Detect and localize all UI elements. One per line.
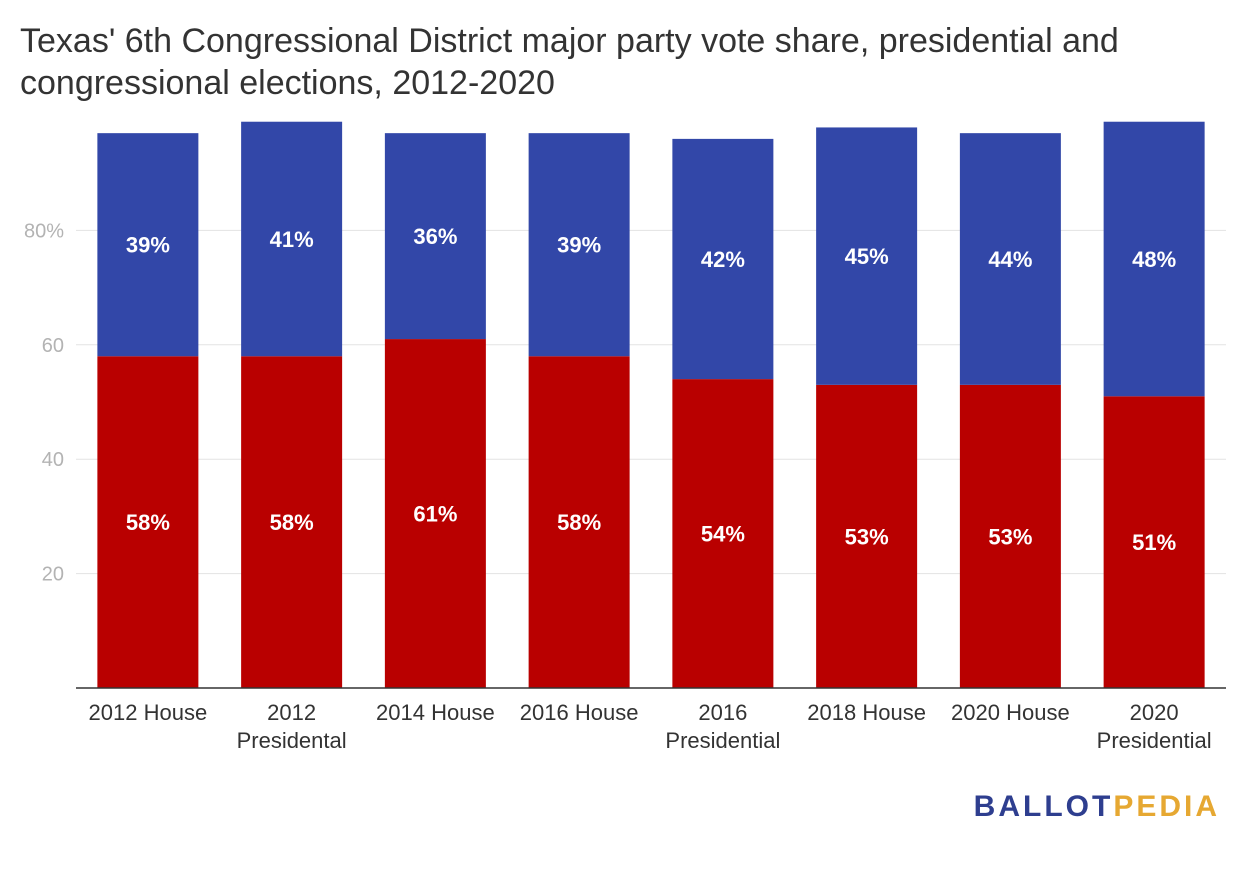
data-label-democratic: 48% — [1132, 247, 1176, 272]
bar-republican — [1103, 396, 1205, 688]
bars — [97, 121, 1205, 688]
data-label-republican: 53% — [988, 524, 1032, 549]
bar-republican — [816, 384, 918, 688]
data-label-democratic: 36% — [413, 224, 457, 249]
x-category-label: 2016 House — [520, 700, 639, 725]
x-category-label: 2018 House — [807, 700, 926, 725]
bar-republican — [97, 356, 199, 688]
data-label-republican: 61% — [413, 502, 457, 527]
bar-democratic — [672, 138, 774, 380]
data-label-republican: 53% — [845, 524, 889, 549]
chart-title: Texas' 6th Congressional District major … — [20, 22, 1119, 102]
data-label-republican: 51% — [1132, 530, 1176, 555]
data-label-democratic: 39% — [557, 233, 601, 258]
y-tick-label: 20 — [42, 564, 64, 586]
x-category-label: 2020 House — [951, 700, 1070, 725]
data-label-republican: 54% — [701, 522, 745, 547]
y-tick-label: 40 — [42, 449, 64, 471]
ballotpedia-logo: BALLOTPEDIA — [974, 790, 1220, 824]
x-category-label: 2016 Presidential — [665, 700, 780, 753]
stacked-bar-chart: 58% 39% 58% 41% 61% 36% 58% 39% 54% 42% 53% 45% 53% 4… — [24, 121, 1226, 753]
bar-democratic — [241, 121, 343, 357]
bar-republican — [959, 384, 1061, 688]
data-label-democratic: 45% — [845, 244, 889, 269]
y-tick-label: 60 — [42, 335, 64, 357]
bar-republican — [528, 356, 630, 688]
data-label-republican: 58% — [270, 510, 314, 535]
bar-democratic — [97, 133, 199, 357]
bar-democratic — [528, 133, 630, 357]
data-label-democratic: 39% — [126, 233, 170, 258]
axes: 20 40 60 80% 2012 House 2012 Presidental 2014 H… — [24, 220, 1226, 753]
y-tick-label: 80% — [24, 220, 64, 242]
data-label-democratic: 42% — [701, 247, 745, 272]
bar-republican — [241, 356, 343, 688]
x-category-label: 2020 Presidential — [1097, 700, 1212, 753]
x-category-label: 2014 House — [376, 700, 495, 725]
bar-republican — [672, 379, 774, 688]
bar-republican — [384, 339, 486, 688]
logo-text-ballot: BALLOT — [973, 790, 1114, 823]
bar-democratic — [959, 133, 1061, 385]
bar-democratic — [816, 127, 918, 385]
bar-labels: 58% 39% 58% 41% 61% 36% 58% 39% 54% 42% 53% 45% 53% 4… — [126, 224, 1176, 555]
logo-text-pedia: PEDIA — [1113, 790, 1220, 823]
data-label-republican: 58% — [557, 510, 601, 535]
bar-democratic — [1103, 121, 1205, 397]
x-category-label: 2012 House — [89, 700, 208, 725]
data-label-republican: 58% — [126, 510, 170, 535]
bar-democratic — [384, 133, 486, 340]
x-category-label: 2012 Presidental — [237, 700, 347, 753]
data-label-democratic: 41% — [270, 227, 314, 252]
data-label-democratic: 44% — [988, 247, 1032, 272]
